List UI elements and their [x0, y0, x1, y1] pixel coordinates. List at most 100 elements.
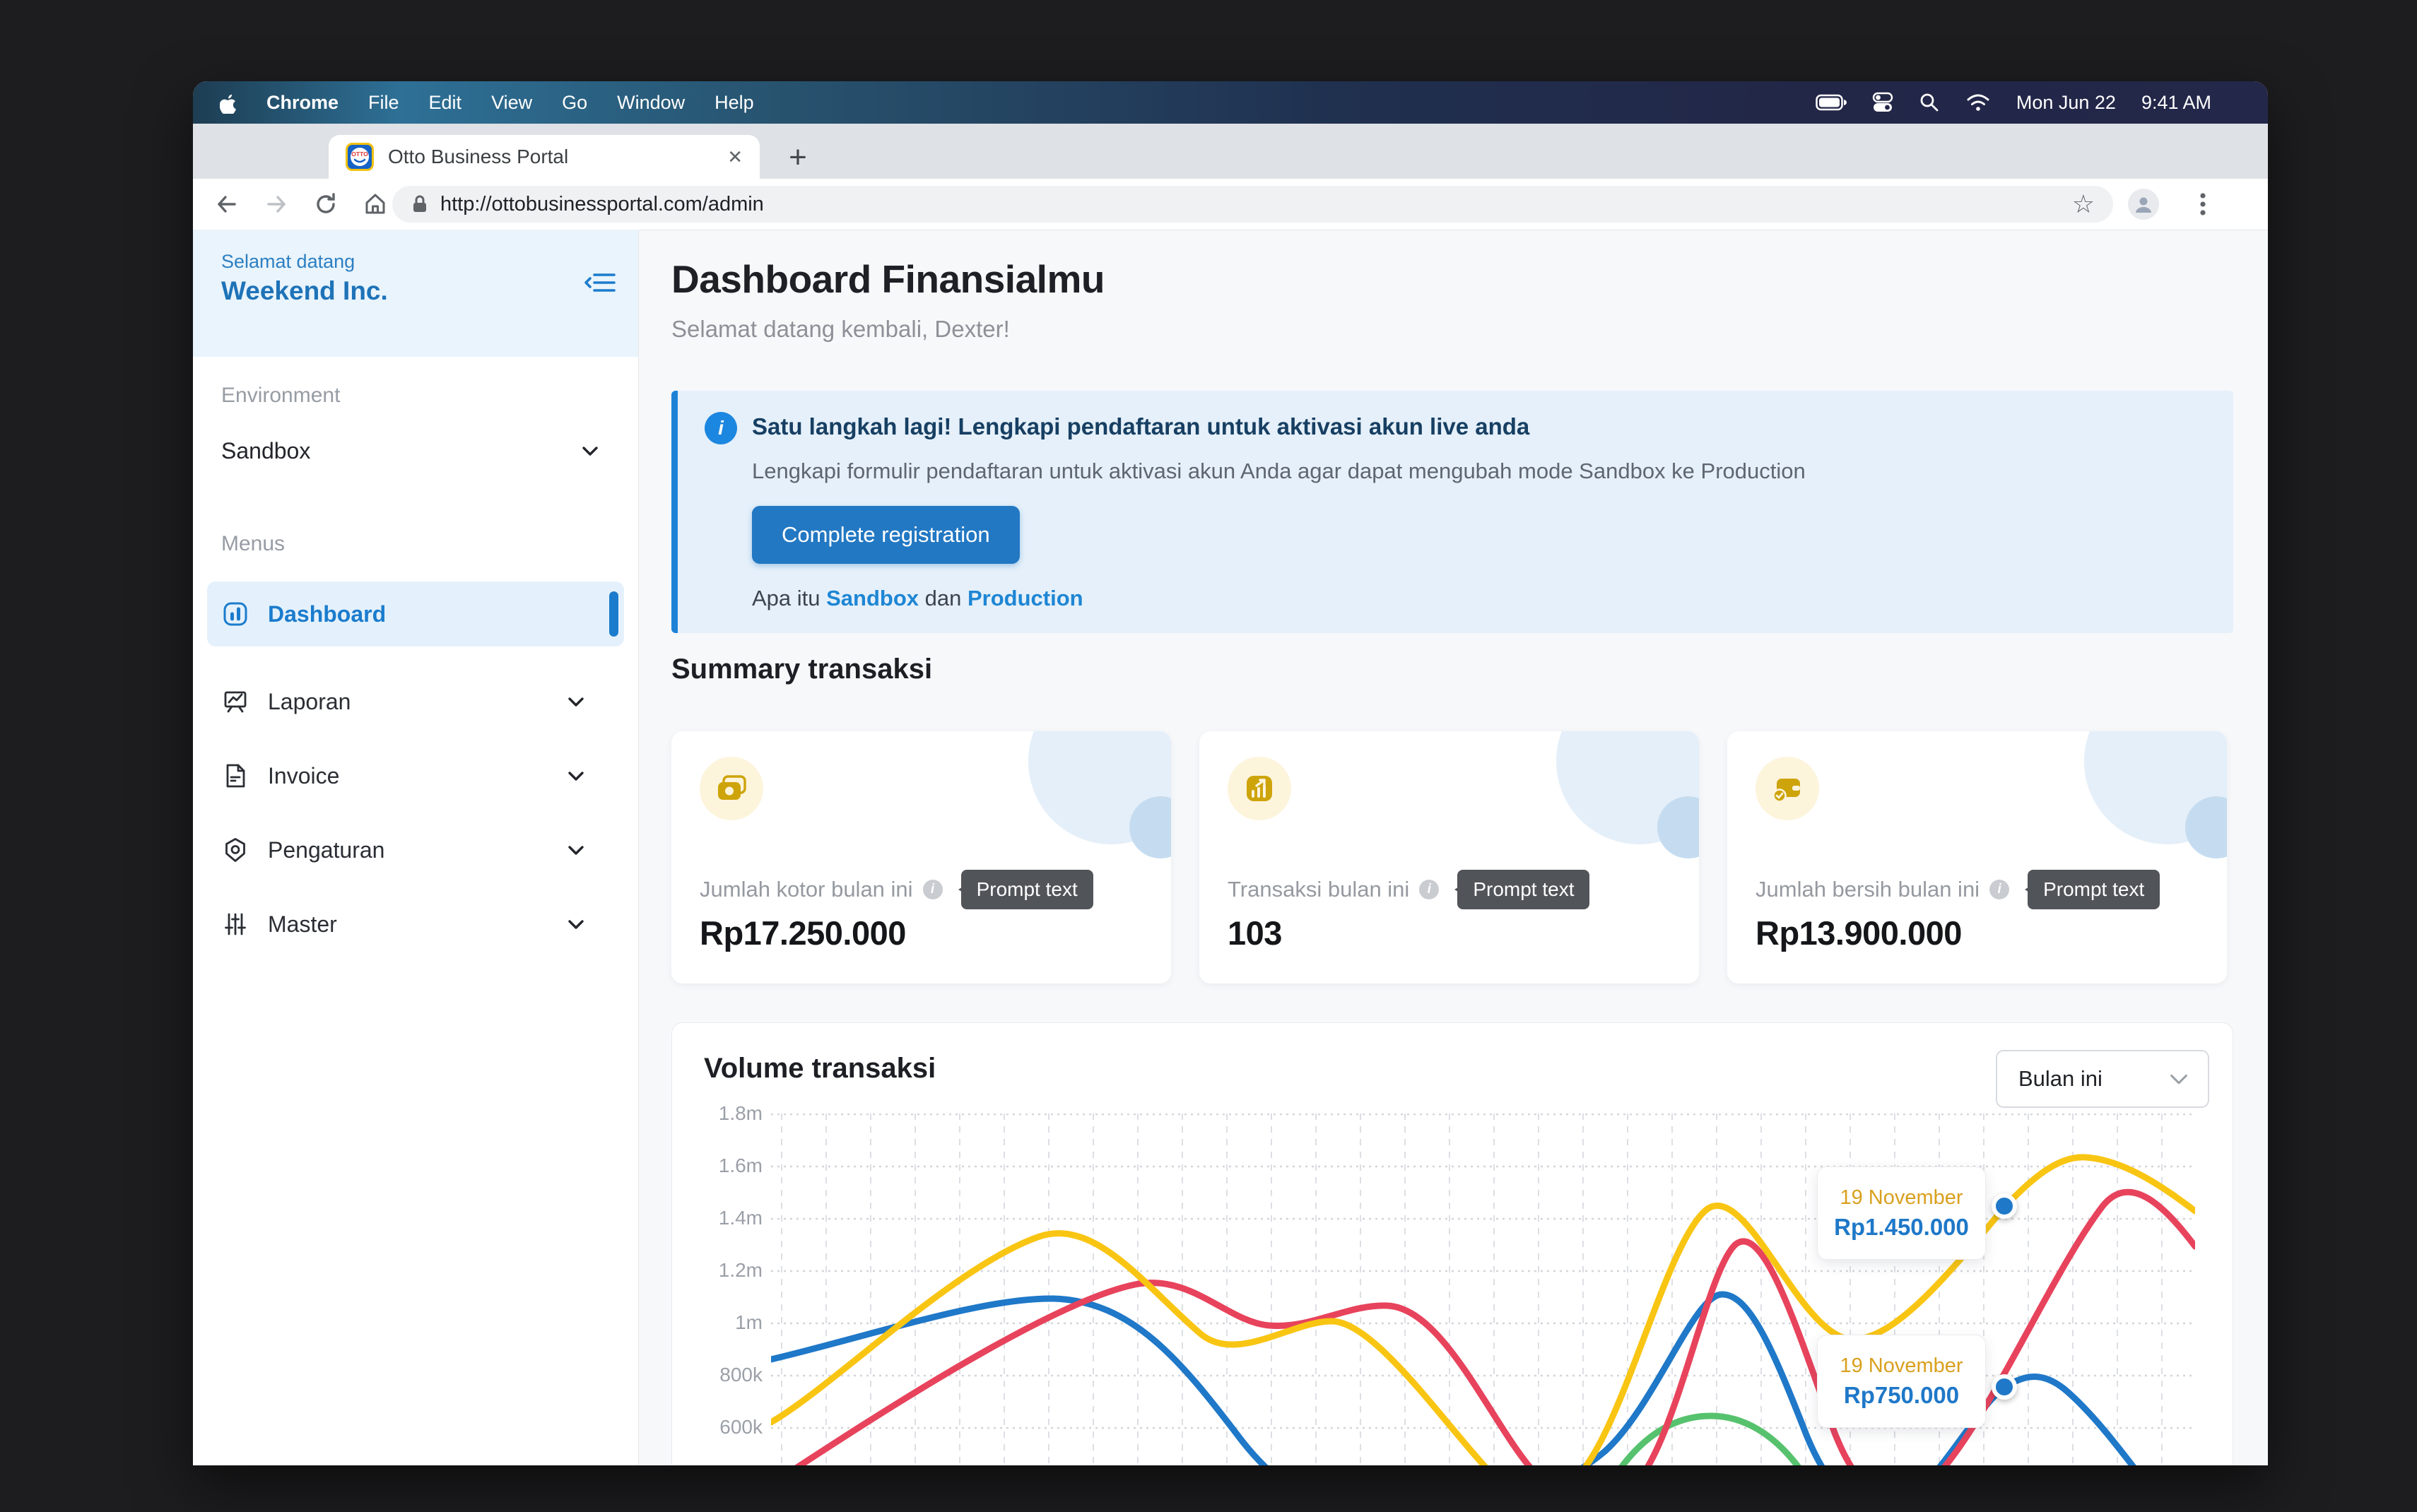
- page-subtitle: Selamat datang kembali, Dexter!: [671, 316, 1010, 342]
- environment-select[interactable]: Sandbox: [193, 419, 638, 483]
- info-icon[interactable]: i: [1419, 880, 1440, 899]
- address-bar[interactable]: http://ottobusinessportal.com/admin ☆: [392, 186, 2113, 223]
- info-icon[interactable]: i: [1989, 880, 2010, 899]
- card-value: 103: [1228, 914, 1282, 952]
- y-tick-label: 1.2m: [718, 1259, 763, 1281]
- sidebar-item-label: Dashboard: [268, 601, 387, 627]
- sidebar-item-label: Invoice: [268, 762, 340, 789]
- menubar-item-window[interactable]: Window: [617, 91, 686, 113]
- browser-tab[interactable]: OTTO Otto Business Portal ✕: [329, 135, 760, 179]
- bookmark-star-icon[interactable]: ☆: [2071, 189, 2095, 218]
- tab-title: Otto Business Portal: [388, 146, 569, 167]
- sidebar-item-pengaturan[interactable]: Pengaturan: [207, 817, 624, 882]
- banner-title: Satu langkah lagi! Lengkapi pendaftaran …: [752, 413, 1530, 439]
- chevron-down-icon: [568, 920, 584, 929]
- chevron-down-icon: [568, 772, 584, 781]
- spotlight-search-icon[interactable]: [1919, 92, 1940, 113]
- y-tick-label: 1.6m: [718, 1154, 763, 1176]
- prompt-tooltip: Prompt text: [958, 870, 1093, 909]
- y-tick-label: 1.8m: [718, 1102, 763, 1124]
- summary-card-transactions: Transaksi bulan ini i Prompt text 103: [1199, 731, 1699, 984]
- battery-icon[interactable]: [1816, 94, 1847, 111]
- y-tick-label: 1m: [735, 1311, 763, 1333]
- report-icon: [224, 691, 247, 713]
- menubar-clock[interactable]: 9:41 AM: [2141, 91, 2211, 113]
- sandbox-link[interactable]: Sandbox: [826, 586, 919, 610]
- sidebar-item-invoice[interactable]: Invoice: [207, 743, 624, 808]
- control-center-icon[interactable]: [1872, 92, 1893, 113]
- chevron-down-icon: [582, 447, 598, 456]
- prompt-tooltip: Prompt text: [2025, 870, 2160, 909]
- home-button[interactable]: [363, 191, 388, 217]
- link-prefix: Apa itu: [752, 586, 827, 610]
- y-tick-label: 1.4m: [718, 1207, 763, 1229]
- tooltip-date: 19 November: [1840, 1186, 1963, 1209]
- page-title: Dashboard Finansialmu: [671, 257, 1105, 301]
- tab-strip: OTTO Otto Business Portal ✕ +: [193, 124, 2268, 179]
- invoice-icon: [226, 764, 245, 788]
- page-content: Selamat datang Weekend Inc. Environment …: [193, 230, 2268, 1465]
- settings-icon: [225, 838, 245, 862]
- card-label: Transaksi bulan ini: [1228, 877, 1410, 902]
- menubar-item-go[interactable]: Go: [562, 91, 588, 113]
- profile-avatar[interactable]: [2128, 189, 2159, 220]
- back-button[interactable]: [214, 191, 240, 217]
- welcome-label: Selamat datang: [221, 251, 355, 272]
- chart-tooltip: 19 November Rp1.450.000: [1817, 1167, 1986, 1260]
- sidebar-item-dashboard[interactable]: Dashboard: [207, 581, 624, 646]
- y-tick-label: 600k: [719, 1416, 763, 1438]
- tab-close-icon[interactable]: ✕: [727, 146, 743, 167]
- prompt-tooltip: Prompt text: [1454, 870, 1590, 909]
- menubar-item-edit[interactable]: Edit: [428, 91, 462, 113]
- menubar-item-file[interactable]: File: [368, 91, 399, 113]
- svg-text:OTTO: OTTO: [351, 150, 368, 158]
- tooltip-date: 19 November: [1840, 1354, 1963, 1377]
- y-axis-labels: 1.8m 1.6m 1.4m 1.2m 1m 800k 600k: [692, 1102, 763, 1465]
- site-favicon: OTTO: [346, 143, 374, 171]
- browser-toolbar: http://ottobusinessportal.com/admin ☆: [193, 179, 2268, 230]
- banner-links: Apa itu Sandbox dan Production: [752, 586, 1083, 611]
- environment-label: Environment: [221, 384, 341, 407]
- sidebar: Selamat datang Weekend Inc. Environment …: [193, 230, 639, 1465]
- wifi-icon[interactable]: [1965, 93, 1991, 112]
- complete-registration-button[interactable]: Complete registration: [752, 506, 1020, 564]
- browser-menu-icon[interactable]: [2190, 190, 2216, 218]
- period-value: Bulan ini: [2018, 1066, 2103, 1091]
- lock-icon: [411, 194, 429, 215]
- period-dropdown[interactable]: Bulan ini: [1996, 1050, 2209, 1108]
- card-value: Rp17.250.000: [700, 914, 906, 952]
- menus-label: Menus: [221, 532, 286, 555]
- chart-up-icon: [1247, 776, 1272, 801]
- main-area: Dashboard Finansialmu Selamat datang kem…: [638, 230, 2268, 1465]
- banner-body: Lengkapi formulir pendaftaran untuk akti…: [752, 459, 1806, 483]
- menubar-item-help[interactable]: Help: [714, 91, 754, 113]
- apple-logo-icon[interactable]: [220, 91, 238, 114]
- menubar-item-view[interactable]: View: [491, 91, 533, 113]
- sidebar-item-master[interactable]: Master: [207, 892, 624, 957]
- banknote-icon: [718, 775, 746, 800]
- collapse-sidebar-icon[interactable]: [583, 266, 617, 300]
- summary-heading: Summary transaksi: [671, 654, 933, 685]
- info-icon: i: [705, 412, 737, 444]
- chevron-down-icon: [2170, 1074, 2187, 1085]
- registration-banner: i Satu langkah lagi! Lengkapi pendaftara…: [671, 391, 2233, 633]
- info-icon[interactable]: i: [922, 880, 943, 899]
- menubar-app-name[interactable]: Chrome: [266, 91, 339, 113]
- summary-card-gross: Jumlah kotor bulan ini i Prompt text Rp1…: [671, 731, 1171, 984]
- series-green-line: [1618, 1412, 1801, 1465]
- chevron-down-icon: [568, 697, 584, 707]
- wallet-check-icon: [1772, 779, 1800, 803]
- new-tab-button[interactable]: +: [789, 140, 807, 175]
- link-and: dan: [919, 586, 968, 610]
- production-link[interactable]: Production: [967, 586, 1083, 610]
- sidebar-item-label: Pengaturan: [268, 837, 385, 863]
- sidebar-item-laporan[interactable]: Laporan: [207, 669, 624, 734]
- menubar-date[interactable]: Mon Jun 22: [2016, 91, 2116, 113]
- dashboard-icon: [223, 602, 247, 626]
- tooltip-value: Rp1.450.000: [1834, 1213, 1969, 1240]
- sidebar-item-label: Master: [268, 911, 337, 937]
- chevron-down-icon: [568, 846, 584, 855]
- forward-button[interactable]: [264, 191, 289, 217]
- reload-button[interactable]: [313, 191, 339, 217]
- url-text[interactable]: http://ottobusinessportal.com/admin: [440, 192, 764, 215]
